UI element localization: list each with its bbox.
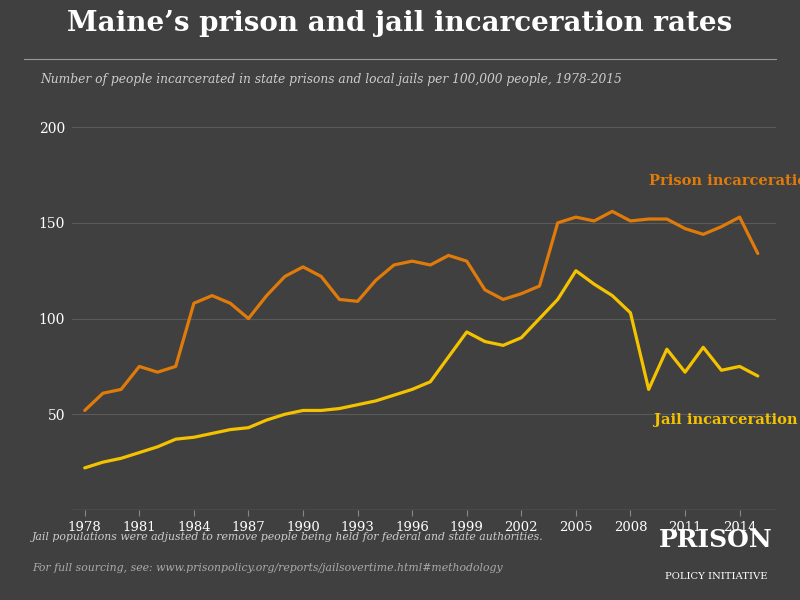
Text: For full sourcing, see: www.prisonpolicy.org/reports/jailsovertime.html#methodol: For full sourcing, see: www.prisonpolicy… [32, 563, 502, 573]
Text: Jail populations were adjusted to remove people being held for federal and state: Jail populations were adjusted to remove… [32, 532, 544, 542]
Text: Number of people incarcerated in state prisons and local jails per 100,000 peopl: Number of people incarcerated in state p… [40, 73, 622, 86]
Text: Prison incarceration rate: Prison incarceration rate [649, 174, 800, 188]
Text: Jail incarceration rate: Jail incarceration rate [654, 413, 800, 427]
Text: Maine’s prison and jail incarceration rates: Maine’s prison and jail incarceration ra… [67, 10, 733, 37]
Text: PRISON: PRISON [659, 527, 773, 551]
Text: POLICY INITIATIVE: POLICY INITIATIVE [665, 572, 767, 581]
